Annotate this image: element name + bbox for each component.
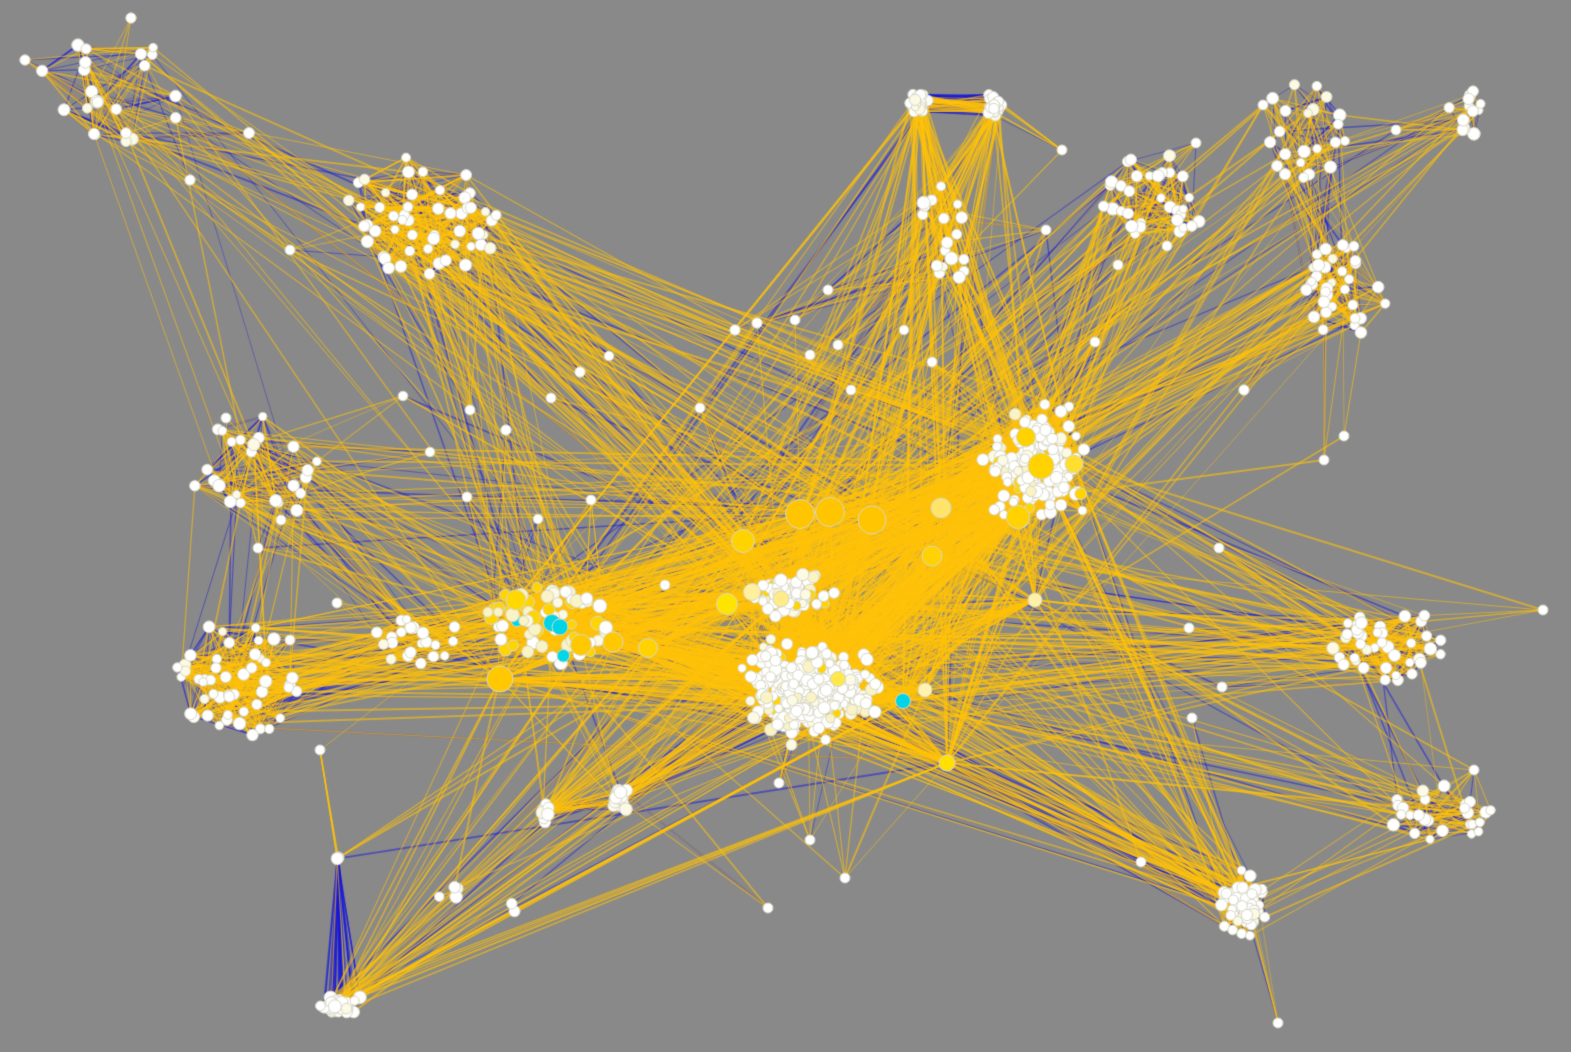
graph-viewport[interactable] <box>0 0 1571 1052</box>
network-graph-canvas[interactable] <box>0 0 1571 1052</box>
